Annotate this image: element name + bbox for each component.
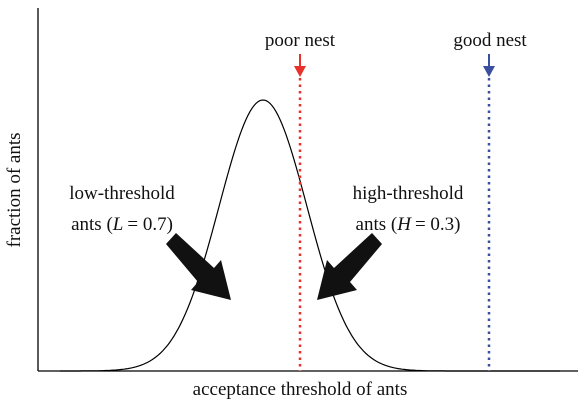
- annotation-variable: L: [112, 214, 124, 235]
- annotation-prefix: ants (: [71, 214, 113, 235]
- annotation-rest: = 0.3): [415, 214, 461, 235]
- annotation-line1: low-threshold: [69, 183, 175, 204]
- annotation-line2: ants (H = 0.3): [356, 214, 461, 235]
- poor-nest-arrowhead: [294, 66, 306, 77]
- y-axis-label: fraction of ants: [4, 132, 25, 247]
- arrow-right: [317, 233, 382, 300]
- annotation-line1: high-threshold: [353, 183, 464, 204]
- good-nest-label: good nest: [453, 30, 527, 51]
- annotation-prefix: ants (: [356, 214, 398, 235]
- annotation-variable: H: [396, 214, 412, 235]
- poor-nest-label: poor nest: [265, 30, 336, 51]
- distribution-curve: [60, 99, 560, 372]
- x-axis-label: acceptance threshold of ants: [193, 379, 408, 400]
- annotation-rest: = 0.7): [127, 214, 173, 235]
- arrow-left: [166, 233, 231, 300]
- annotation-line2: ants (L = 0.7): [71, 214, 173, 235]
- good-nest-arrowhead: [483, 66, 495, 77]
